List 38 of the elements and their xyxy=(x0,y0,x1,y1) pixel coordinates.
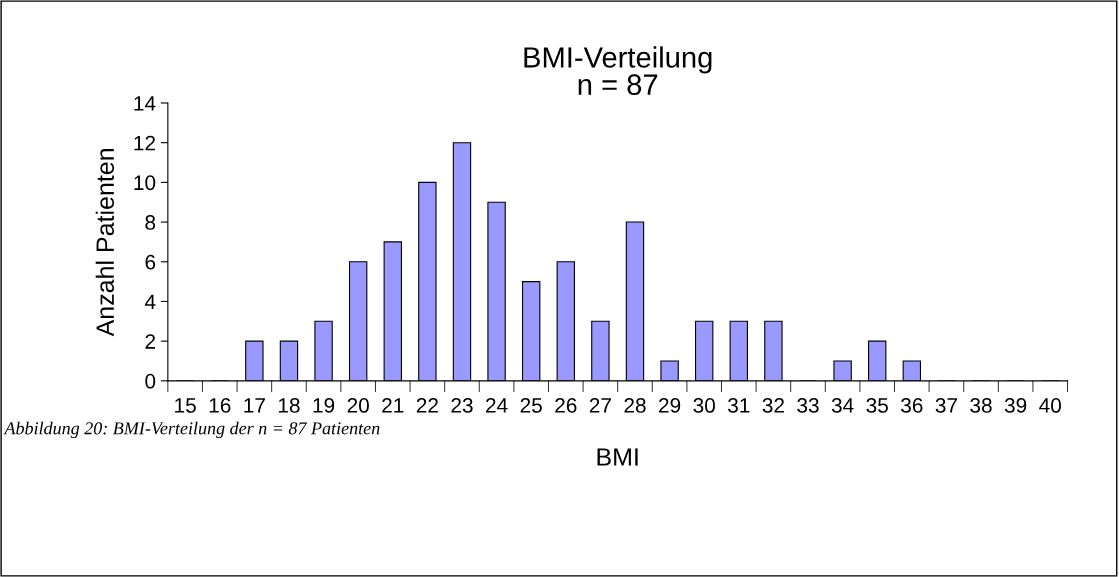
y-tick-label: 10 xyxy=(134,175,156,191)
x-tick-label: 24 xyxy=(486,398,508,413)
x-tick-label: 29 xyxy=(659,398,681,413)
x-tick-label: 17 xyxy=(244,398,265,413)
x-tick-label: 38 xyxy=(970,398,992,413)
x-tick-label: 40 xyxy=(1039,398,1061,413)
x-tick-label: 31 xyxy=(728,398,750,413)
y-tick-label: 12 xyxy=(134,135,155,151)
x-tick-label: 25 xyxy=(520,398,542,413)
x-tick-label: 34 xyxy=(831,398,854,413)
x-tick-label: 23 xyxy=(451,398,473,413)
x-tick-label: 18 xyxy=(278,398,300,413)
y-tick-label: 8 xyxy=(145,215,156,230)
text: Abbildung 20: BMI-Verteilung der n = 87 Patienten xyxy=(3,421,380,439)
x-tick-label: 30 xyxy=(693,398,715,413)
y-tick-label: 4 xyxy=(144,294,156,309)
x-tick-label: 19 xyxy=(313,398,335,413)
x-tick-label: 39 xyxy=(1004,398,1027,413)
y-tick-label: 0 xyxy=(145,373,156,389)
x-tick-label: 22 xyxy=(416,398,438,413)
x-tick-label: 27 xyxy=(589,398,611,413)
y-axis-title: Anzahl Patienten xyxy=(95,149,115,337)
chart-title: BMI-Verteilung n = 87 xyxy=(524,46,712,95)
y-tick-label: 6 xyxy=(145,254,156,270)
x-tick-label: 15 xyxy=(175,398,196,413)
y-tick-label: 2 xyxy=(145,334,155,349)
x-tick-label: 35 xyxy=(866,398,888,413)
x-tick-label: 20 xyxy=(347,398,369,413)
x-tick-label: 21 xyxy=(382,398,404,413)
x-tick-label: 28 xyxy=(624,398,646,413)
x-tick-label: 26 xyxy=(555,398,577,413)
x-axis-title: BMI xyxy=(597,448,638,466)
y-tick-label: 14 xyxy=(134,96,156,111)
x-tick-label: 36 xyxy=(901,398,923,413)
x-tick-label: 32 xyxy=(762,398,784,413)
x-tick-label: 33 xyxy=(797,398,819,413)
x-tick-label: 16 xyxy=(209,398,231,413)
x-tick-label: 37 xyxy=(935,398,957,413)
